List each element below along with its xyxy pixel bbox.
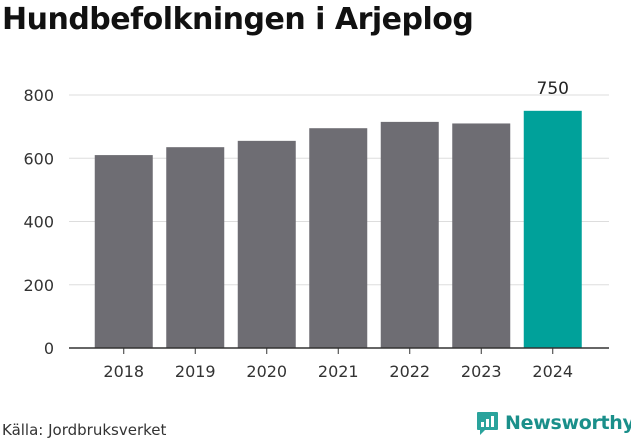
y-tick-label: 400 bbox=[23, 213, 54, 232]
y-tick-label: 800 bbox=[23, 86, 54, 105]
x-tick-label: 2024 bbox=[532, 362, 573, 381]
bar bbox=[237, 140, 296, 348]
x-axis: 2018 2019 2020 2021 2022 2023 2024 bbox=[69, 347, 609, 381]
bar bbox=[309, 128, 368, 348]
x-tick-label: 2022 bbox=[389, 362, 430, 381]
brand-name: Newsworthy bbox=[505, 412, 631, 434]
x-tick-label: 2018 bbox=[103, 362, 144, 381]
y-tick-label: 0 bbox=[44, 339, 54, 358]
x-tick-label: 2019 bbox=[175, 362, 216, 381]
newsworthy-logo-icon bbox=[477, 411, 498, 435]
bars bbox=[94, 110, 582, 349]
x-tick-label: 2020 bbox=[246, 362, 287, 381]
bar bbox=[166, 147, 225, 348]
x-tick-label: 2021 bbox=[318, 362, 359, 381]
x-tick-label: 2023 bbox=[461, 362, 502, 381]
bar bbox=[523, 110, 582, 348]
y-tick-label: 200 bbox=[23, 276, 54, 295]
data-label: 750 bbox=[537, 79, 569, 99]
source-note: Källa: Jordbruksverket bbox=[2, 421, 167, 439]
chart-title: Hundbefolkningen i Arjeplog bbox=[2, 2, 474, 37]
bar bbox=[452, 123, 511, 349]
brand-logo: Newsworthy bbox=[476, 410, 631, 436]
bar bbox=[380, 121, 439, 348]
data-labels: 750 bbox=[537, 79, 569, 99]
bar bbox=[94, 155, 153, 348]
y-tick-label: 600 bbox=[23, 149, 54, 168]
y-axis-tick-labels: 0 200 400 600 800 bbox=[23, 86, 54, 358]
